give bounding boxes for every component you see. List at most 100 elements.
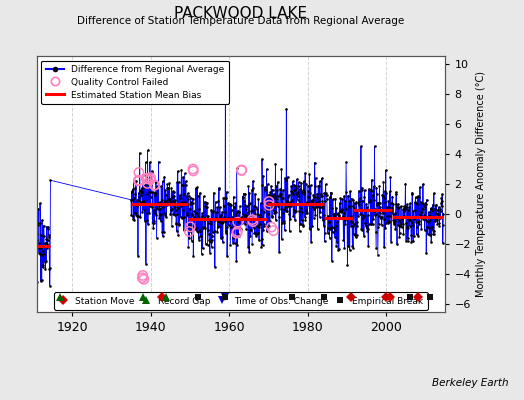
Point	[341, 221, 350, 227]
Point	[249, 207, 258, 214]
Point	[170, 189, 178, 195]
Point	[228, 214, 236, 220]
Point	[317, 193, 325, 199]
Point	[256, 200, 265, 206]
Point	[337, 207, 345, 214]
Point	[422, 250, 430, 256]
Point	[156, 211, 165, 217]
Point	[137, 186, 146, 193]
Point	[326, 224, 335, 230]
Point	[236, 203, 244, 210]
Point	[199, 224, 208, 231]
Point	[264, 192, 272, 199]
Point	[378, 192, 387, 198]
Point	[268, 213, 276, 219]
Point	[219, 219, 227, 226]
Point	[169, 198, 177, 204]
Point	[358, 187, 366, 193]
Point	[38, 252, 47, 258]
Point	[146, 194, 155, 200]
Point	[150, 190, 159, 197]
Point	[405, 216, 413, 222]
Text: Difference of Station Temperature Data from Regional Average: Difference of Station Temperature Data f…	[78, 16, 405, 26]
Point	[234, 232, 243, 239]
Point	[343, 262, 352, 268]
Point	[296, 228, 304, 235]
Point	[197, 215, 205, 222]
Point	[412, 231, 421, 238]
Point	[350, 220, 358, 227]
Point	[276, 186, 285, 192]
Point	[285, 211, 293, 217]
Point	[247, 186, 256, 193]
Point	[193, 184, 201, 190]
Point	[227, 216, 235, 223]
Point	[419, 206, 428, 212]
Point	[143, 190, 151, 197]
Point	[278, 220, 287, 226]
Point	[294, 182, 303, 189]
Point	[283, 174, 292, 180]
Point	[201, 202, 210, 209]
Point	[416, 212, 424, 218]
Point	[335, 212, 344, 218]
Point	[216, 235, 225, 241]
Point	[293, 191, 301, 197]
Point	[146, 159, 154, 165]
Point	[45, 265, 53, 272]
Point	[267, 224, 276, 230]
Point	[402, 224, 411, 231]
Point	[208, 244, 216, 250]
Point	[285, 202, 293, 208]
Point	[45, 234, 53, 240]
Point	[342, 206, 350, 212]
Point	[235, 209, 243, 215]
Point	[215, 214, 224, 221]
Point	[223, 253, 231, 259]
Point	[180, 227, 188, 233]
Point	[182, 182, 190, 188]
Point	[333, 239, 341, 245]
Point	[40, 251, 49, 258]
Point	[281, 204, 290, 210]
Point	[36, 251, 44, 258]
Point	[324, 214, 333, 220]
Point	[168, 223, 176, 230]
Point	[185, 193, 193, 199]
Point	[258, 242, 267, 248]
Point	[266, 217, 274, 224]
Point	[410, 232, 418, 239]
Point	[133, 197, 141, 203]
Point	[399, 230, 408, 237]
Point	[330, 213, 338, 219]
Point	[179, 207, 187, 213]
Point	[386, 213, 394, 220]
Point	[387, 205, 396, 211]
Point	[134, 252, 142, 259]
Point	[175, 222, 183, 228]
Point	[349, 197, 357, 203]
Point	[133, 213, 141, 219]
Point	[354, 207, 362, 214]
Point	[283, 208, 291, 214]
Point	[204, 219, 213, 226]
Point	[321, 181, 330, 188]
Point	[391, 200, 400, 207]
Point	[240, 198, 248, 204]
Point	[437, 200, 445, 206]
Point	[404, 225, 412, 231]
Point	[222, 195, 230, 201]
Point	[129, 216, 137, 222]
Point	[176, 192, 184, 198]
Point	[241, 190, 249, 197]
Point	[366, 221, 375, 228]
Point	[130, 209, 139, 216]
Point	[46, 177, 54, 184]
Point	[164, 195, 172, 202]
Point	[171, 212, 179, 219]
Point	[145, 178, 153, 185]
Point	[270, 195, 279, 202]
Point	[157, 218, 165, 224]
Point	[242, 206, 250, 212]
Point	[257, 206, 265, 213]
